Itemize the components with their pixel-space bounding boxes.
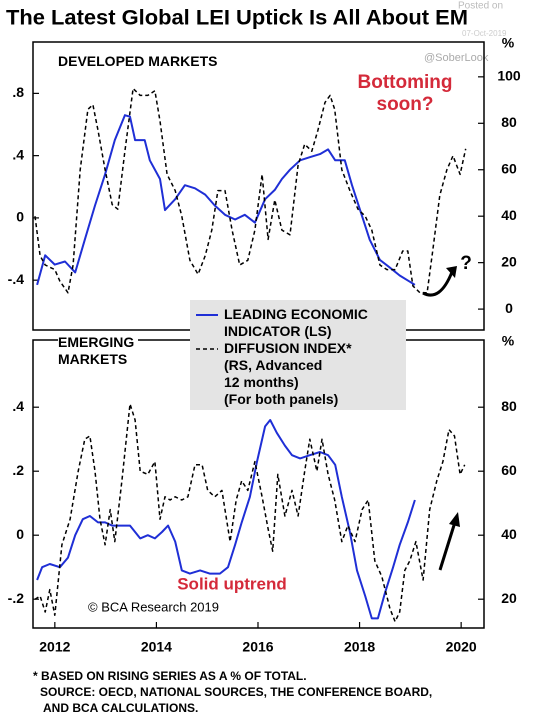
y2-tick-label: 20 bbox=[501, 253, 517, 269]
legend-label: LEADING ECONOMIC INDICATOR (LS) bbox=[224, 306, 368, 339]
footnote: AND BCA CALCULATIONS. bbox=[43, 701, 198, 715]
x-tick-label: 2020 bbox=[446, 639, 477, 655]
y-tick-label: -.2 bbox=[8, 590, 25, 606]
annotation: Solid uptrend bbox=[177, 574, 287, 593]
y2-tick-label: 40 bbox=[501, 526, 517, 542]
watermark: @SoberLook bbox=[424, 52, 489, 64]
x-tick-label: 2018 bbox=[344, 639, 375, 655]
y2-tick-label: 100 bbox=[497, 68, 521, 84]
y2-tick-label: 60 bbox=[501, 462, 517, 478]
arrow bbox=[422, 271, 454, 297]
chart-title: The Latest Global LEI Uptick Is All Abou… bbox=[6, 7, 468, 30]
footnote: * BASED ON RISING SERIES AS A % OF TOTAL… bbox=[33, 669, 307, 683]
y-tick-label: .4 bbox=[12, 146, 24, 162]
legend-swatches bbox=[196, 314, 218, 350]
watermark: 07-Oct-2019 bbox=[462, 29, 507, 38]
y2-unit: % bbox=[502, 35, 515, 51]
annotation: Bottoming soon? bbox=[357, 72, 453, 115]
y-tick-label: 0 bbox=[16, 209, 24, 225]
legend: LEADING ECONOMIC INDICATOR (LS) DIFFUSIO… bbox=[190, 300, 406, 410]
x-tick-label: 2016 bbox=[242, 639, 273, 655]
footnote: SOURCE: OECD, NATIONAL SOURCES, THE CONF… bbox=[40, 685, 432, 699]
y2-tick-label: 0 bbox=[505, 300, 513, 316]
y2-tick-label: 60 bbox=[501, 160, 517, 176]
dashed-line bbox=[34, 87, 467, 294]
watermark: Posted on bbox=[458, 1, 503, 12]
y2-tick-label: 20 bbox=[501, 590, 517, 606]
copyright: © BCA Research 2019 bbox=[88, 599, 219, 614]
arrow-head bbox=[449, 512, 460, 527]
y2-tick-label: 40 bbox=[501, 207, 517, 223]
legend-label: DIFFUSION INDEX* (RS, Advanced 12 months… bbox=[224, 340, 352, 407]
x-tick-label: 2012 bbox=[39, 639, 70, 655]
y2-unit: % bbox=[502, 333, 515, 349]
series-line bbox=[36, 114, 416, 286]
y2-tick-label: 80 bbox=[501, 398, 517, 414]
y-tick-label: .8 bbox=[12, 84, 24, 100]
y-tick-label: -.4 bbox=[8, 271, 25, 287]
panel-label: DEVELOPED MARKETS bbox=[58, 53, 218, 69]
y-tick-label: .2 bbox=[12, 462, 24, 478]
y2-tick-label: 80 bbox=[501, 114, 517, 130]
y-tick-label: .4 bbox=[12, 398, 24, 414]
y-tick-label: 0 bbox=[16, 526, 24, 542]
arrow bbox=[438, 521, 457, 571]
dashed-line bbox=[34, 403, 466, 623]
x-tick-label: 2014 bbox=[141, 639, 172, 655]
panel-label: EMERGING MARKETS bbox=[58, 334, 139, 368]
annotation: ? bbox=[460, 253, 472, 274]
arrow-head bbox=[446, 266, 457, 278]
